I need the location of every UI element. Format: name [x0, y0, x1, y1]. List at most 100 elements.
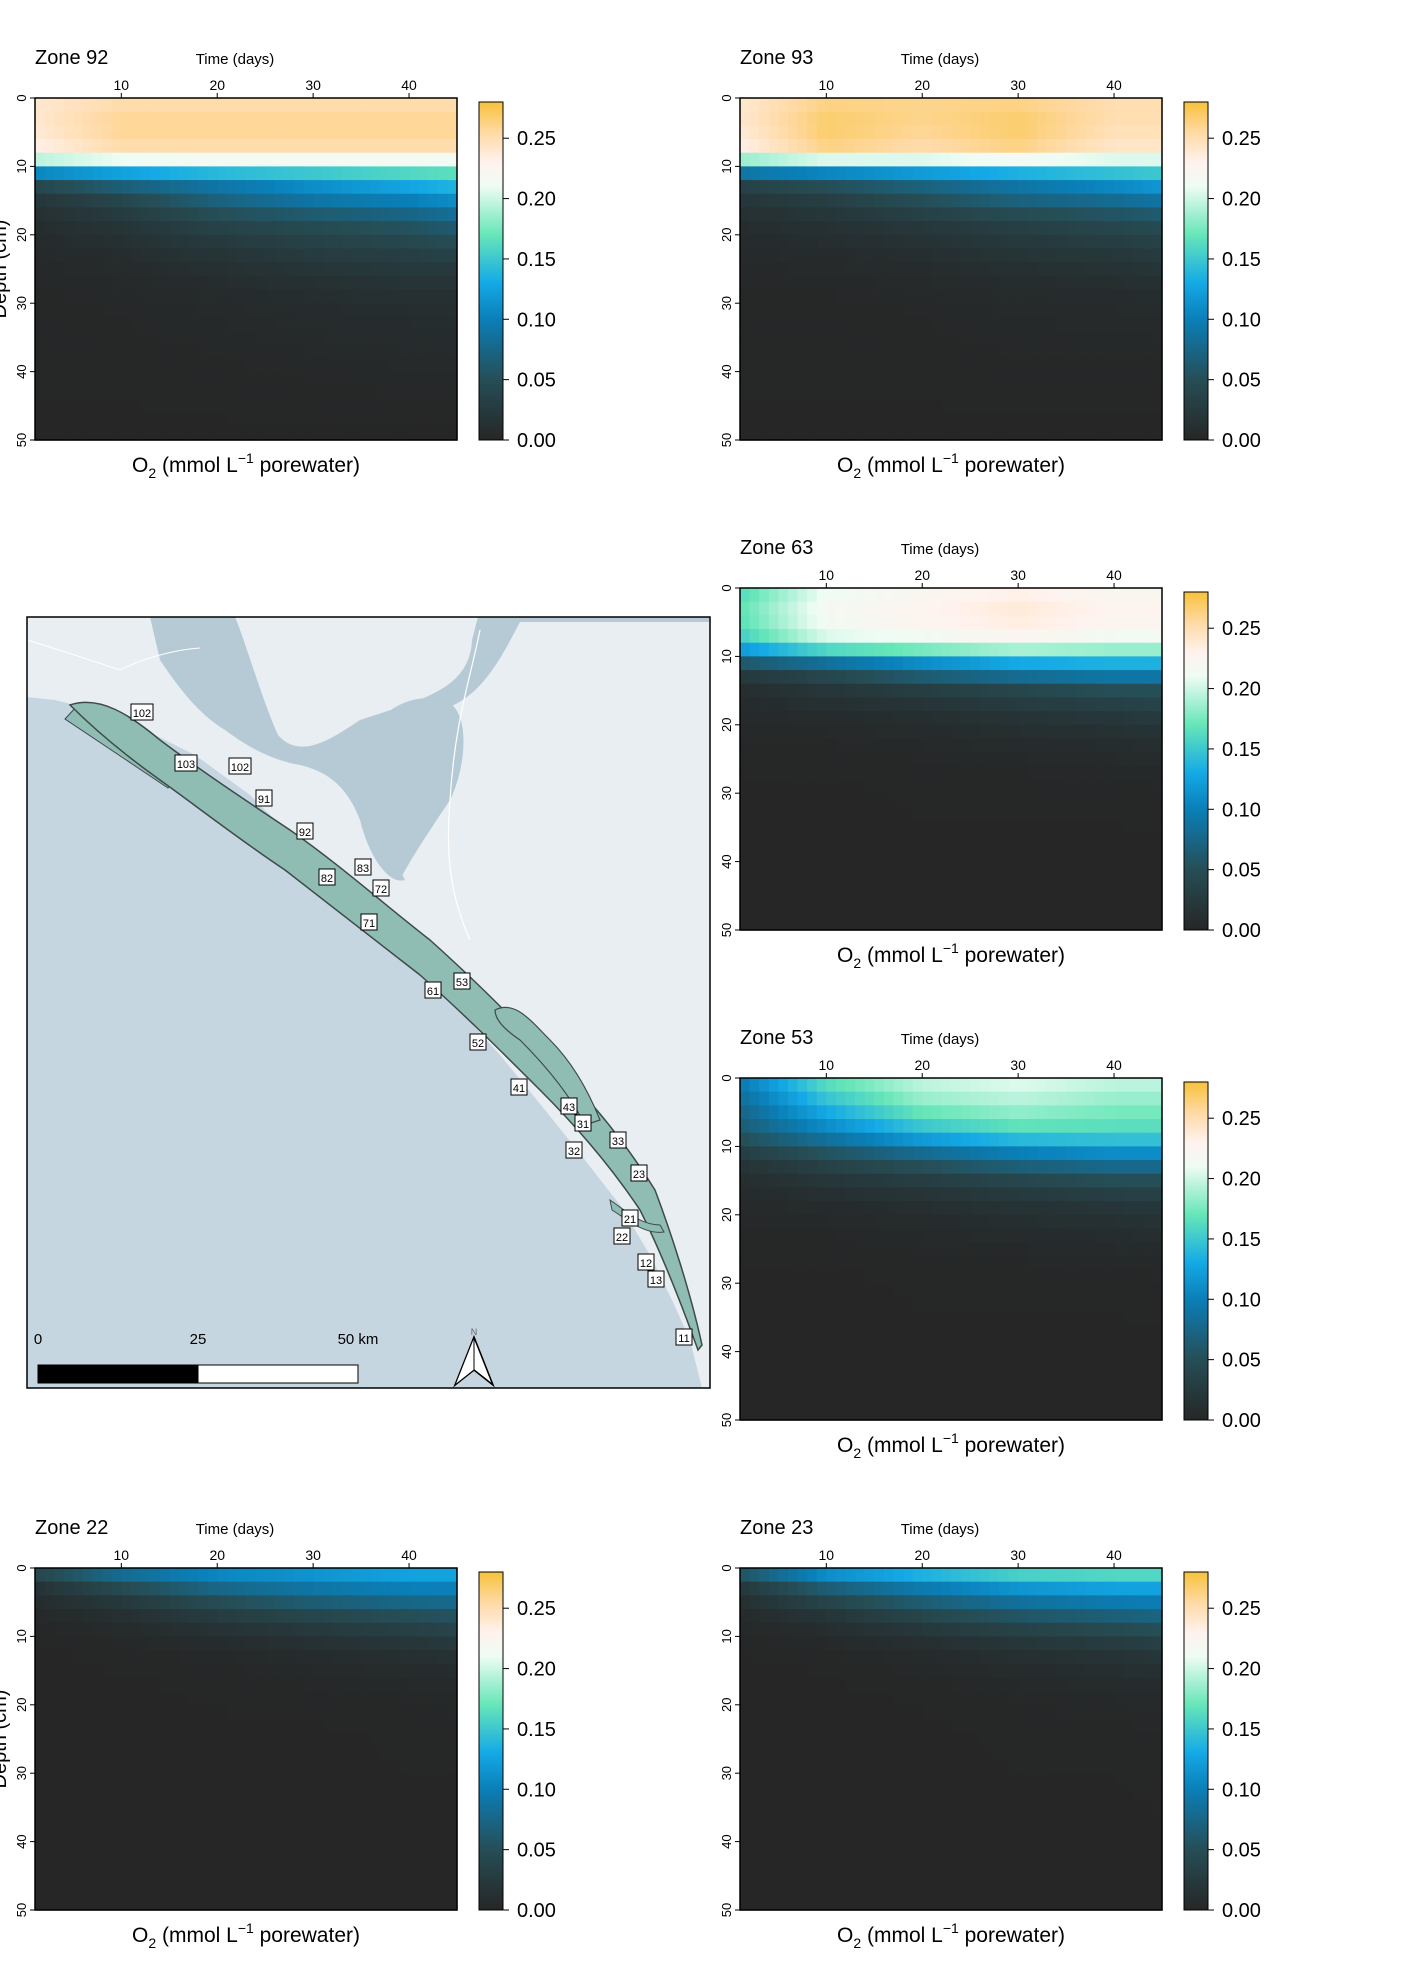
heatmap-cell	[874, 194, 884, 208]
heatmap-cell	[817, 793, 827, 807]
heatmap-cell	[198, 98, 208, 112]
heatmap-cell	[1076, 738, 1086, 752]
heatmap-cell	[961, 125, 971, 139]
heatmap-cell	[961, 1078, 971, 1092]
heatmap-cell	[740, 1393, 750, 1407]
heatmap-cell	[884, 697, 894, 711]
heatmap-cell	[1076, 1078, 1086, 1092]
heatmap-cell	[1114, 1215, 1124, 1229]
heatmap-cell	[1037, 1201, 1047, 1215]
heatmap-cell	[1133, 889, 1143, 903]
heatmap-cell	[922, 643, 932, 657]
heatmap-cell	[35, 98, 45, 112]
heatmap-cell	[846, 780, 856, 794]
heatmap-cell	[313, 194, 323, 208]
heatmap-cell	[1037, 916, 1047, 930]
heatmap-cell	[1095, 1201, 1105, 1215]
heatmap-cell	[941, 670, 951, 684]
heatmap-cell	[807, 807, 817, 821]
heatmap-cell	[740, 276, 750, 290]
heatmap-cell	[342, 358, 352, 372]
heatmap-cell	[893, 235, 903, 249]
heatmap-cell	[227, 262, 237, 276]
heatmap-cell	[1009, 262, 1019, 276]
heatmap-cell	[865, 1078, 875, 1092]
heatmap-cell	[399, 221, 409, 235]
heatmap-cell	[217, 112, 227, 126]
heatmap-cell	[332, 1609, 342, 1623]
heatmap-cell	[121, 1677, 131, 1691]
heatmap-cell	[961, 358, 971, 372]
heatmap-cell	[798, 303, 808, 317]
heatmap-cell	[1037, 862, 1047, 876]
heatmap-cell	[1018, 780, 1028, 794]
heatmap-cell	[865, 1270, 875, 1284]
heatmap-cell	[865, 766, 875, 780]
heatmap-cells	[740, 1078, 1163, 1421]
heatmap-cell	[428, 426, 438, 440]
heatmap-cell	[83, 221, 93, 235]
heatmap-cell	[922, 916, 932, 930]
heatmap-cell	[769, 1174, 779, 1188]
heatmap-cell	[855, 358, 865, 372]
heatmap-cell	[208, 1636, 218, 1650]
heatmap-cell	[1076, 98, 1086, 112]
heatmap-cell	[941, 697, 951, 711]
heatmap-cell	[150, 385, 160, 399]
heatmap-cell	[980, 98, 990, 112]
heatmap-cell	[951, 1105, 961, 1119]
heatmap-cell	[323, 372, 333, 386]
y-tick-label: 20	[719, 1208, 734, 1222]
heatmap-cell	[769, 1393, 779, 1407]
heatmap-cell	[826, 1160, 836, 1174]
heatmap-cell	[198, 1595, 208, 1609]
heatmap-cell	[131, 221, 141, 235]
heatmap-cell	[1009, 358, 1019, 372]
heatmap-cell	[903, 221, 913, 235]
heatmap-cell	[352, 112, 362, 126]
heatmap-cell	[989, 903, 999, 917]
heatmap-cell	[1133, 752, 1143, 766]
heatmap-cell	[35, 385, 45, 399]
heatmap-cell	[371, 344, 381, 358]
heatmap-cell	[874, 426, 884, 440]
heatmap-cell	[1133, 1228, 1143, 1242]
heatmap-cell	[826, 670, 836, 684]
heatmap-cell	[131, 276, 141, 290]
heatmap-cell	[284, 1582, 294, 1596]
heatmap-cell	[284, 413, 294, 427]
heatmap-cell	[447, 248, 457, 262]
heatmap-cell	[1114, 1283, 1124, 1297]
heatmap-cell	[989, 916, 999, 930]
heatmap-cell	[836, 697, 846, 711]
heatmap-cell	[836, 344, 846, 358]
heatmap-cell	[970, 1311, 980, 1325]
heatmap-cell	[1066, 752, 1076, 766]
heatmap-cell	[1104, 235, 1114, 249]
heatmap-cell	[989, 112, 999, 126]
heatmap-cell	[150, 98, 160, 112]
heatmap-cell	[141, 303, 151, 317]
heatmap-cell	[884, 684, 894, 698]
heatmap-cell	[913, 221, 923, 235]
heatmap-cell	[1114, 303, 1124, 317]
heatmap-cell	[1114, 153, 1124, 167]
heatmap-cell	[769, 875, 779, 889]
heatmap-cell	[1018, 793, 1028, 807]
heatmap-cell	[750, 1256, 760, 1270]
heatmap-cell	[352, 1650, 362, 1664]
heatmap-cell	[54, 1677, 64, 1691]
heatmap-cell	[112, 1609, 122, 1623]
heatmap-cell	[855, 1297, 865, 1311]
heatmap-cell	[1133, 248, 1143, 262]
heatmap-cell	[1152, 697, 1162, 711]
heatmap-cell	[1076, 303, 1086, 317]
heatmap-cell	[1104, 711, 1114, 725]
heatmap-cell	[361, 426, 371, 440]
heatmap-cell	[1143, 793, 1153, 807]
heatmap-cell	[1076, 372, 1086, 386]
heatmap-cell	[1104, 862, 1114, 876]
heatmap-cell	[778, 1174, 788, 1188]
heatmap-cell	[759, 413, 769, 427]
heatmap-cell	[265, 303, 275, 317]
